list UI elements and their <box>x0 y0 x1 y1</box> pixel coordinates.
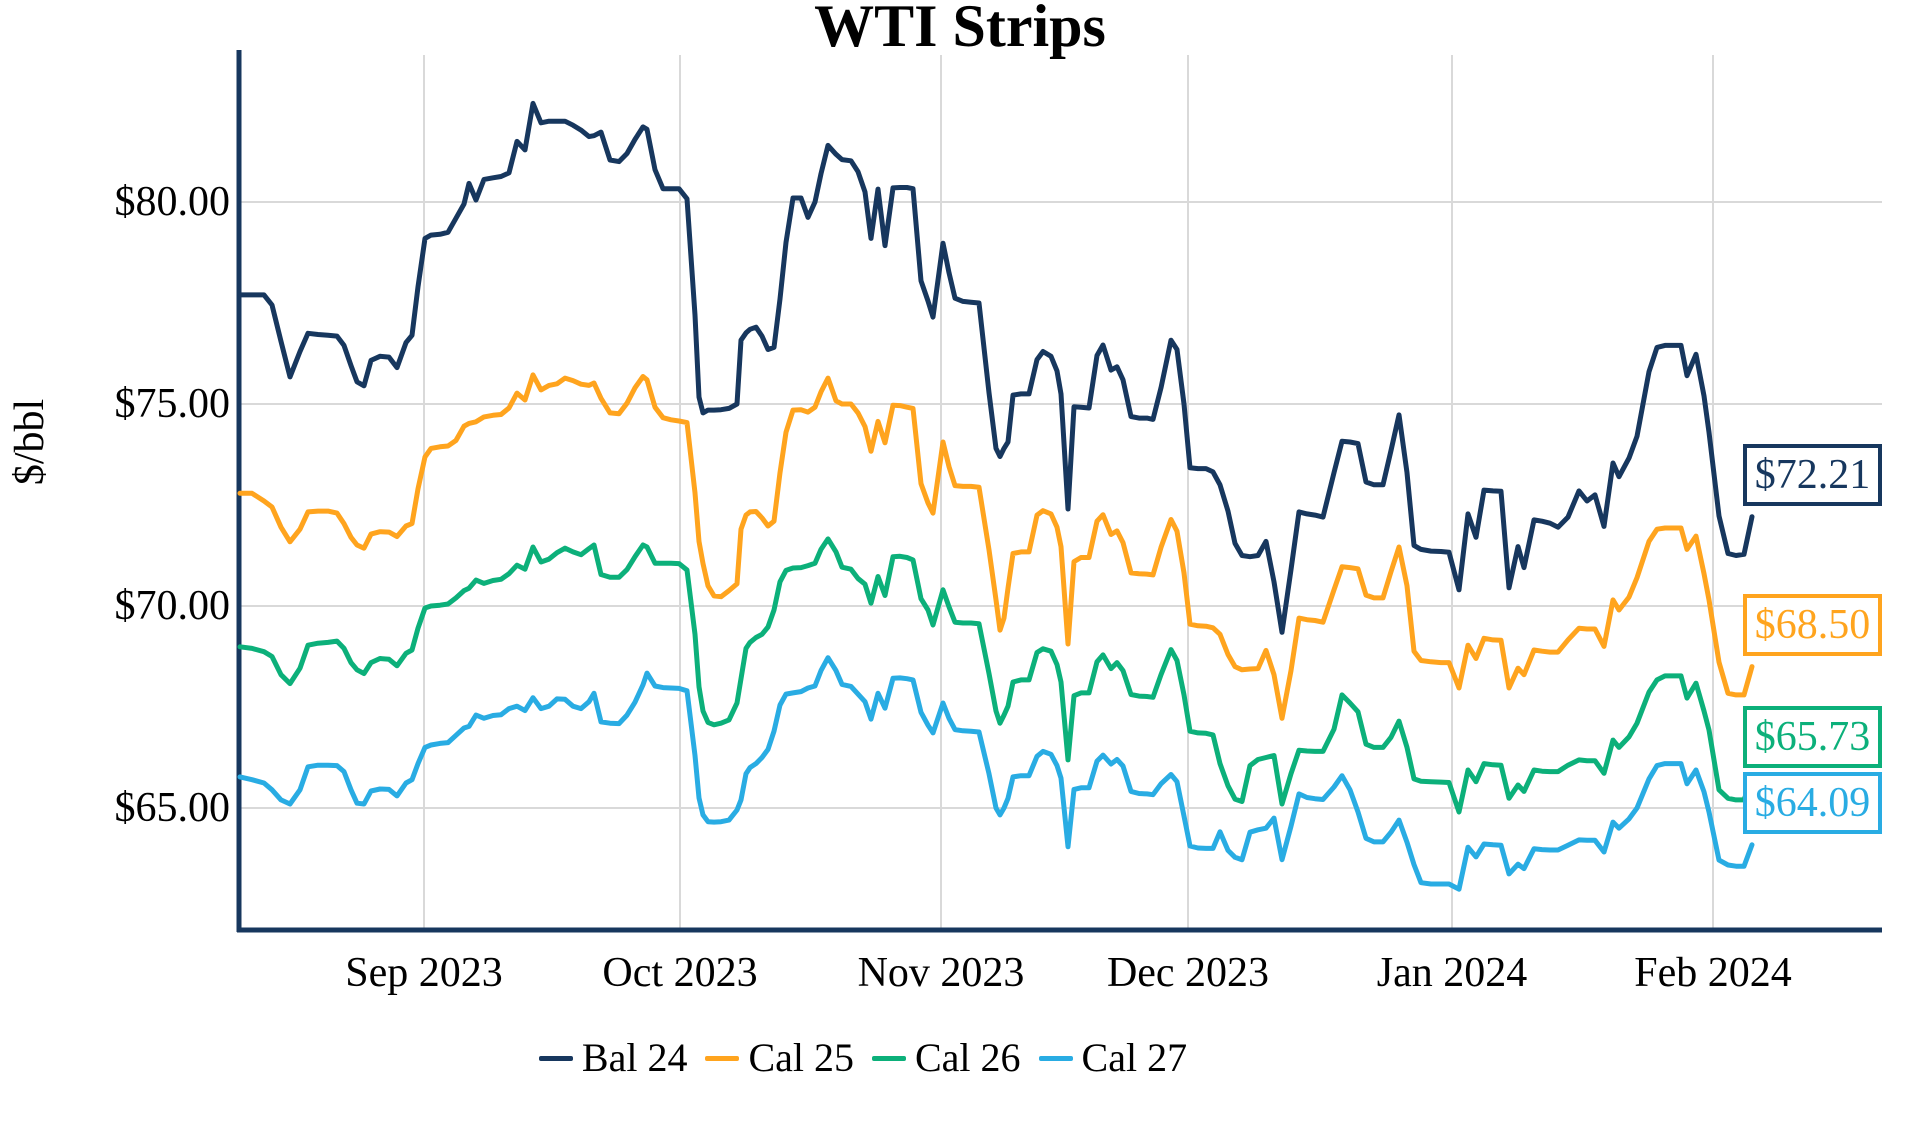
legend-item-cal-25: Cal 25 <box>705 1036 854 1080</box>
x-tick-label: Feb 2024 <box>1634 950 1792 996</box>
legend-item-cal-26: Cal 26 <box>872 1036 1021 1080</box>
legend-line-swatch-icon <box>705 1055 740 1061</box>
legend-line-swatch-icon <box>1038 1055 1073 1061</box>
x-tick-label: Dec 2023 <box>1106 950 1270 996</box>
legend-line-swatch-icon <box>872 1055 906 1061</box>
legend-item-cal-27: Cal 27 <box>1038 1035 1188 1080</box>
end-label-bal-24: $72.21 <box>1743 443 1882 506</box>
end-label-cal-25: $68.50 <box>1743 593 1882 656</box>
y-tick-label: $65.00 <box>114 785 231 831</box>
series-line-cal-27 <box>237 655 1755 892</box>
legend-label: Cal 27 <box>1081 1035 1188 1080</box>
legend-label: Cal 26 <box>915 1035 1021 1080</box>
end-label-cal-26: $65.73 <box>1743 705 1882 768</box>
end-label-cal-27: $64.09 <box>1743 771 1882 834</box>
chart-legend: Bal 24 Cal 25 Cal 26 Cal 27 <box>0 1036 1726 1080</box>
x-tick-label: Oct 2023 <box>602 950 758 996</box>
series-line-bal-24 <box>237 100 1755 635</box>
y-tick-label: $75.00 <box>114 381 231 427</box>
chart-title: WTI Strips <box>814 0 1106 59</box>
series-line-cal-26 <box>237 536 1755 815</box>
legend-line-swatch-icon <box>538 1055 573 1061</box>
y-tick-label: $80.00 <box>114 179 231 225</box>
x-tick-label: Jan 2024 <box>1376 950 1528 996</box>
legend-item-bal-24: Bal 24 <box>538 1035 688 1080</box>
series-line-cal-25 <box>237 372 1755 721</box>
x-tick-label: Sep 2023 <box>345 950 503 996</box>
legend-label: Cal 25 <box>748 1035 854 1080</box>
legend-label: Bal 24 <box>581 1035 688 1080</box>
y-tick-label: $70.00 <box>114 583 231 629</box>
x-tick-label: Nov 2023 <box>857 950 1025 996</box>
